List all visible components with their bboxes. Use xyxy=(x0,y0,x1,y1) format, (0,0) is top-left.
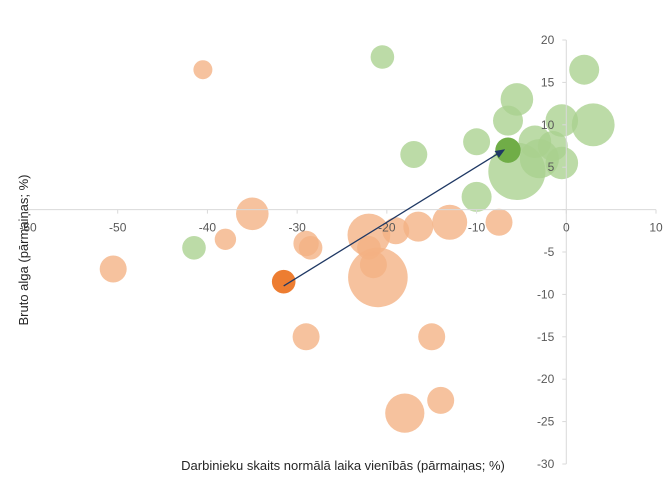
bubble-orange-5 xyxy=(298,236,323,260)
x-tick-label: -10 xyxy=(468,221,486,235)
bubble-highlight_green-0 xyxy=(495,137,521,163)
y-tick-label: -10 xyxy=(537,287,555,301)
bubble-green-0 xyxy=(370,45,395,69)
x-tick-label: -30 xyxy=(288,221,306,235)
y-tick-label: 15 xyxy=(541,75,555,89)
bubble-green-4 xyxy=(545,104,579,137)
x-tick-label: -60 xyxy=(19,221,37,235)
bubble-orange-8 xyxy=(403,211,434,242)
bubble-green-5 xyxy=(571,103,615,147)
bubble-orange-0 xyxy=(193,60,213,80)
y-tick-label: -30 xyxy=(537,457,555,471)
bubble-orange-2 xyxy=(214,228,237,250)
bubble-orange-3 xyxy=(99,255,127,283)
bubble-orange-17 xyxy=(385,393,425,433)
bubble-green-14 xyxy=(182,236,206,260)
x-tick-label: 10 xyxy=(649,221,663,235)
bubble-green-6 xyxy=(463,128,491,156)
y-tick-label: -20 xyxy=(537,372,555,386)
y-tick-label: -15 xyxy=(537,330,555,344)
trend-arrow xyxy=(283,149,506,287)
bubble-orange-7 xyxy=(382,217,410,245)
y-tick-label: 5 xyxy=(548,160,555,174)
bubble-orange-16 xyxy=(427,386,455,414)
bubble-orange-15 xyxy=(418,323,446,351)
y-tick-label: -25 xyxy=(537,415,555,429)
bubble-highlight_orange-0 xyxy=(271,269,296,294)
x-tick-label: -50 xyxy=(109,221,127,235)
bubble-green-9 xyxy=(400,141,428,168)
annotation-layer xyxy=(283,149,506,287)
bubble-orange-13 xyxy=(348,247,408,308)
y-tick-label: 10 xyxy=(541,118,555,132)
x-tick-label: 0 xyxy=(563,221,570,235)
bubble-orange-1 xyxy=(236,197,269,231)
x-axis-title: Darbinieku skaits normālā laika vienībās… xyxy=(181,458,505,473)
bubble-layer xyxy=(99,45,615,433)
y-tick-label: 20 xyxy=(541,33,555,47)
bubble-green-1 xyxy=(569,54,600,85)
bubble-orange-9 xyxy=(432,204,468,240)
axes-layer: -60 -50 -40 -30 -20 -10 0 10-30-25-20-15-10-551… xyxy=(19,33,663,471)
y-axis-title: Bruto alga (pārmaiņas; %) xyxy=(16,174,31,325)
x-tick-label: -40 xyxy=(199,221,217,235)
bubble-green-11 xyxy=(545,146,579,180)
y-tick-label: -5 xyxy=(544,245,555,259)
bubble-green-3 xyxy=(493,105,523,136)
bubble-orange-14 xyxy=(292,323,320,351)
bubble-green-13 xyxy=(461,181,492,212)
axis-label-layer: Darbinieku skaits normālā laika vienībās… xyxy=(16,174,505,473)
bubble-orange-10 xyxy=(485,208,513,236)
